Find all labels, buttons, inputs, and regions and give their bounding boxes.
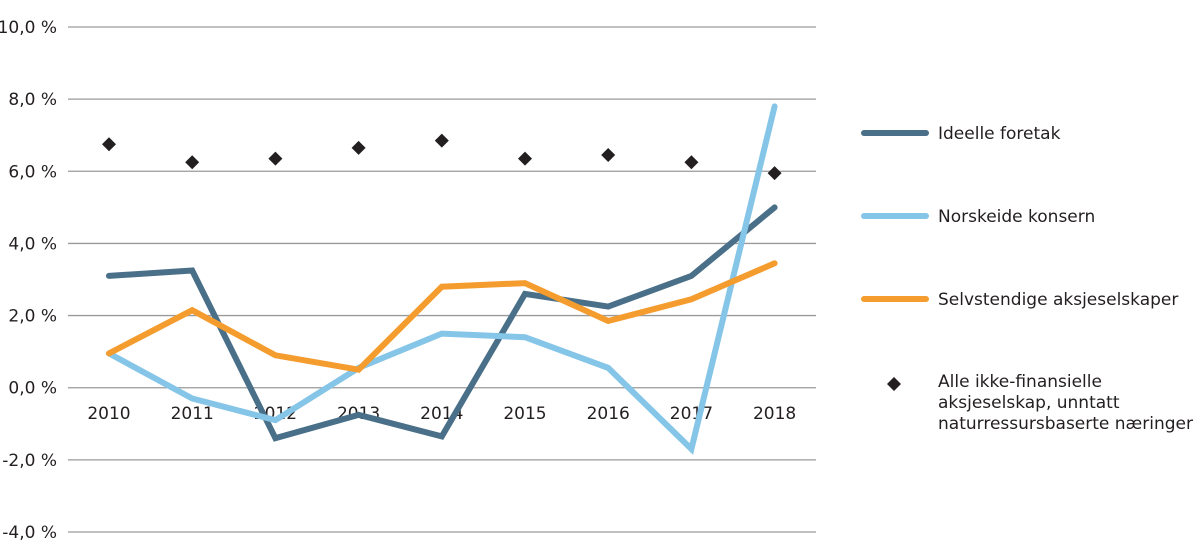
diamond-marker [601,148,616,163]
y-tick-label: 4,0 % [8,234,57,254]
diamond-marker [518,151,532,166]
legend-label: Selvstendige aksjeselskaper [938,290,1178,310]
y-tick-label: 2,0 % [8,307,57,327]
series-layer [102,103,782,455]
series-1 [106,103,778,455]
diamond-marker [102,137,116,152]
diamond-marker [684,155,699,170]
diamond-marker [351,140,366,155]
x-tick-label: 2010 [87,404,130,424]
y-axis-tick-labels: 10,0 % 8,0 % 6,0 % 4,0 % 2,0 % 0,0 % -2,0 % -4,… [0,18,57,543]
y-tick-label: 10,0 % [0,18,57,38]
x-tick-label: 2015 [503,404,546,424]
diamond-marker [268,151,283,166]
x-tick-label: 2018 [753,404,796,424]
diamond-marker [767,166,782,181]
y-tick-label: 0,0 % [8,379,57,399]
legend: Ideelle foretak Norskeide konsern Selvsten… [861,124,1193,434]
y-tick-label: -4,0 % [2,523,57,543]
legend-label-line: aksjeselskap, unntatt [938,393,1120,413]
legend-label: Norskeide konsern [938,207,1095,227]
series-2 [106,260,778,373]
x-tick-label: 2016 [587,404,630,424]
legend-swatch-diamond [887,377,901,391]
legend-item: Norskeide konsern [861,207,1095,227]
legend-label-line: naturressursbaserte næringer [938,414,1193,434]
y-tick-label: -2,0 % [2,451,57,471]
y-tick-label: 6,0 % [8,162,57,182]
legend-item: Selvstendige aksjeselskaper [861,290,1178,310]
series-line [106,103,778,455]
gridlines [68,26,816,533]
x-axis-tick-labels: 2010 2011 2012 2013 2014 2015 2016 2017 2018 [87,404,796,424]
x-tick-label: 2011 [171,404,214,424]
x-tick-label: 2017 [670,404,713,424]
legend-label-line: Alle ikke-finansielle [938,372,1102,392]
series-3 [102,133,782,181]
diamond-marker [185,155,200,170]
diamond-marker [434,133,449,148]
y-tick-label: 8,0 % [8,90,57,110]
legend-label: Ideelle foretak [938,124,1061,144]
legend-item: Ideelle foretak [861,124,1061,144]
